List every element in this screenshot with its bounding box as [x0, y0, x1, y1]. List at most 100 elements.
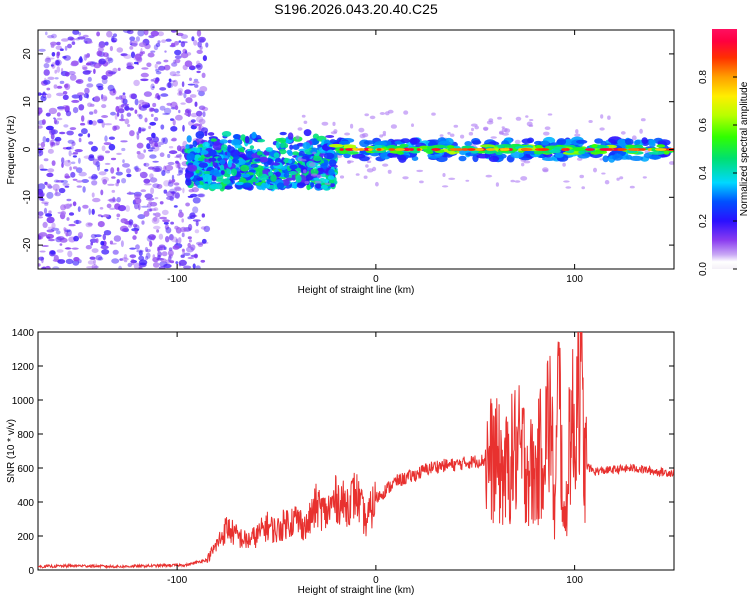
- spectrogram-cell: [80, 122, 86, 126]
- spectrogram-cell: [110, 242, 117, 245]
- spectrogram-cell: [601, 172, 606, 175]
- spectrogram-cell: [126, 173, 132, 178]
- spectrogram-cell: [134, 202, 139, 210]
- snr-y-tick-label: 1000: [12, 396, 35, 407]
- spectrogram-cell: [65, 233, 69, 237]
- spectrogram-cell: [295, 135, 300, 140]
- spectrogram-cell: [159, 201, 164, 205]
- spectrogram-cell: [599, 148, 609, 151]
- spectrogram-cell: [409, 149, 421, 154]
- spectrogram-cell: [110, 157, 117, 161]
- spectrogram-cell: [400, 138, 411, 144]
- spectrogram-cell: [52, 266, 60, 269]
- spectrogram-cell: [159, 152, 165, 157]
- spectrogram-cell: [375, 181, 379, 187]
- spectrogram-cell: [165, 170, 171, 174]
- spectrogram-cell: [201, 106, 209, 112]
- spectrogram-cell: [55, 45, 62, 50]
- spectrogram-cell: [70, 171, 76, 178]
- spectrogram-cell: [157, 40, 161, 44]
- spectrogram-cell: [280, 142, 285, 149]
- spectrogram-cell: [161, 209, 169, 216]
- spectrogram-cell: [602, 155, 609, 163]
- spectrogram-cell: [43, 79, 51, 85]
- spectrogram-cell: [69, 127, 77, 131]
- spectrogram-cell: [196, 147, 201, 154]
- spectrogram-cell: [122, 98, 128, 105]
- spectrogram-cell: [96, 31, 100, 37]
- spectrogram-cell: [50, 64, 54, 67]
- spectrogram-cell: [139, 172, 143, 176]
- spectrogram-cell: [150, 83, 155, 91]
- spectrogram-cell: [45, 31, 48, 36]
- spectrogram-cell: [197, 184, 204, 189]
- spectrogram-cell: [60, 179, 68, 184]
- spectrogram-cell: [116, 152, 122, 155]
- snr-x-ticks: -100 0 100: [167, 332, 583, 586]
- spectrogram-cell: [68, 71, 76, 75]
- spectrogram-cell: [599, 127, 605, 131]
- spectrogram-cell: [68, 150, 72, 157]
- spectrogram-cell: [105, 150, 110, 154]
- spectrogram-cell: [508, 148, 513, 151]
- spectrogram-cell: [56, 41, 61, 46]
- spectrogram-cell: [141, 220, 145, 225]
- spectrogram-cell: [431, 112, 436, 116]
- spectrogram-cell: [385, 145, 397, 149]
- spectrogram-cell: [523, 160, 531, 164]
- spectrogram-cell: [272, 162, 280, 166]
- spectrogram-cell: [149, 121, 157, 126]
- spectrogram-cell: [497, 116, 502, 120]
- spectrogram-cell: [161, 39, 167, 43]
- spectrogram-cell: [344, 132, 351, 136]
- spectrogram-cell: [98, 58, 106, 65]
- spectrogram-cell: [439, 134, 444, 137]
- spectrogram-cell: [97, 155, 105, 161]
- spectrogram-cell: [197, 41, 202, 48]
- spectrogram-cell: [124, 106, 130, 111]
- spectrogram-cell: [163, 64, 171, 71]
- spectrogram-cell: [131, 40, 138, 47]
- spectrogram-cell: [101, 75, 108, 80]
- spectrogram-cell: [85, 70, 92, 73]
- spectrogram-cell: [155, 68, 160, 72]
- spectrogram-cell: [549, 149, 561, 154]
- spectrogram-cell: [38, 183, 46, 190]
- spectrogram-cell: [194, 229, 200, 234]
- spectrogram-cell: [352, 148, 360, 151]
- spectrogram-cell: [90, 145, 98, 152]
- spectrogram-cell: [51, 160, 56, 166]
- spectrogram-cell: [90, 175, 94, 180]
- spectrogram-cell: [176, 70, 181, 74]
- spectrogram-cell: [56, 249, 64, 253]
- spectrogram-cell: [152, 86, 155, 89]
- spectrogram-cell: [149, 147, 156, 150]
- spectrogram-cell: [120, 53, 128, 57]
- spectrogram-cell: [312, 155, 323, 162]
- spectrogram-cell: [116, 213, 121, 218]
- snr-y-ticks: 0 200 400 600 800 1000 1200 1400: [12, 328, 674, 577]
- spectrogram-cell: [150, 30, 159, 37]
- spectrogram-cell: [575, 129, 579, 134]
- spectrogram-cell: [283, 143, 289, 149]
- spectrogram-cell: [133, 79, 140, 87]
- spectrogram-cell: [376, 148, 382, 151]
- spectrogram-cell: [185, 144, 190, 150]
- spectrogram-cell: [175, 114, 183, 121]
- spectrogram-cell: [150, 187, 155, 195]
- spectrogram-cell: [54, 69, 57, 74]
- spectrogram-cell: [167, 161, 175, 166]
- spectrogram-cell: [120, 218, 128, 224]
- spectrogram-cell: [495, 182, 499, 187]
- spectrogram-cell: [310, 173, 318, 177]
- spectrogram-cell: [255, 169, 263, 177]
- spectrogram-cell: [399, 143, 409, 148]
- spectrogram-cell: [91, 180, 98, 186]
- spectrogram-cell: [170, 236, 178, 243]
- spectrogram-cell: [78, 57, 84, 64]
- spectrogram-cell: [232, 134, 241, 140]
- spectrogram-cell: [151, 132, 156, 139]
- spectrogram-cell: [51, 62, 56, 69]
- spectrogram-cell: [62, 55, 67, 59]
